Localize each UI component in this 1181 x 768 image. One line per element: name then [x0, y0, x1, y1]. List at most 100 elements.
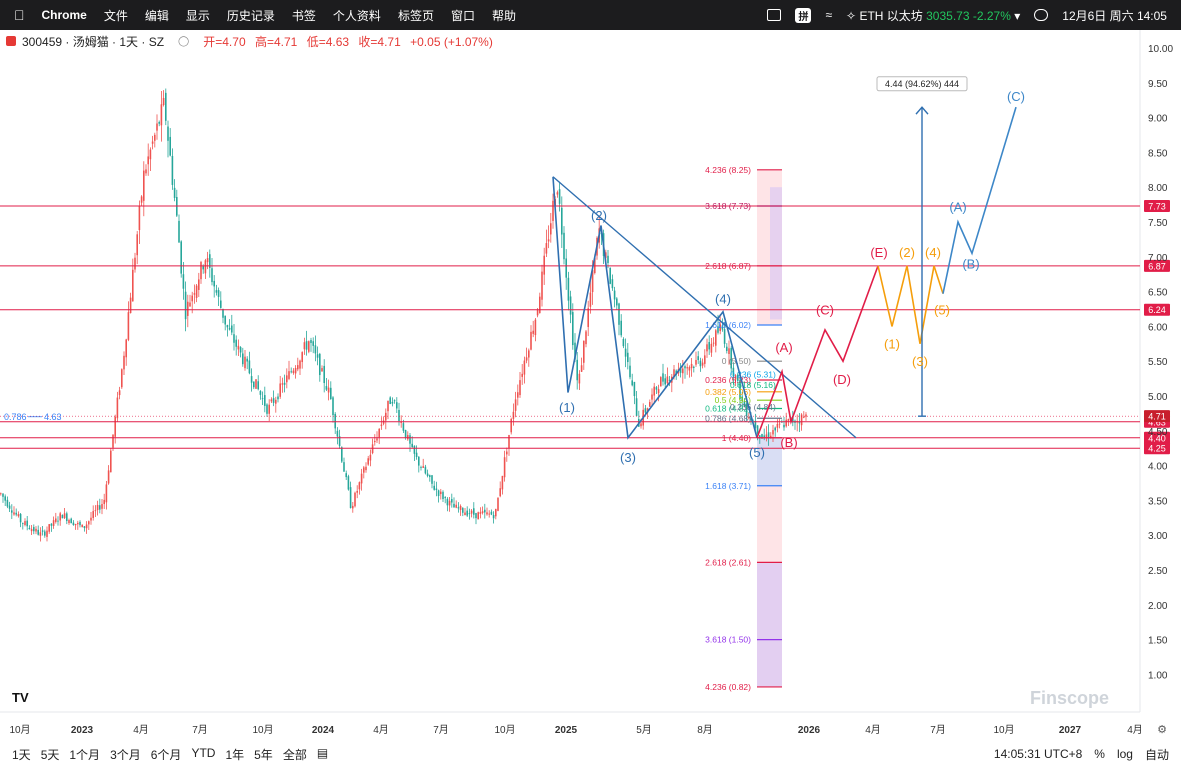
range-1m[interactable]: 1个月	[69, 747, 101, 762]
range-5y[interactable]: 5年	[254, 747, 273, 762]
candle-body	[396, 402, 398, 409]
candle-body	[697, 356, 699, 361]
eth-ticker[interactable]: ✧ ETH 以太坊 3035.73 -2.27% ▾	[846, 7, 1020, 24]
fib-level-label: 0.236 (5.23)	[705, 375, 751, 385]
menu-profile[interactable]: 个人资料	[322, 8, 381, 23]
control-center-icon[interactable]	[1034, 9, 1049, 21]
candle-body	[622, 338, 625, 347]
price-badge-label: 4.63	[1148, 417, 1166, 427]
candle-body	[721, 325, 724, 330]
menu-history[interactable]: 历史记录	[216, 8, 275, 23]
wave-label-e-red: (E)	[870, 245, 887, 260]
candle-body	[369, 454, 372, 461]
candle-body	[545, 243, 548, 254]
fib-band-blue	[757, 437, 782, 486]
candle-body	[158, 122, 160, 124]
candle-body	[611, 279, 614, 289]
candle-body	[343, 462, 345, 472]
candle-body	[633, 381, 636, 397]
candle-body	[259, 391, 262, 395]
left-fib-value: 4.63	[44, 412, 62, 422]
candle-body	[404, 429, 407, 438]
candle-body	[149, 149, 152, 160]
candle-body	[107, 470, 110, 484]
x-tick-label: 7月	[930, 724, 946, 736]
menu-tabs[interactable]: 标签页	[387, 8, 434, 23]
inner-fib-label: 0.236 (4.84)	[730, 402, 776, 412]
apple-icon[interactable]: 	[14, 7, 25, 23]
x-tick-label: 2025	[555, 725, 578, 736]
eth-price: 3035.73	[926, 8, 970, 23]
menu-window[interactable]: 窗口	[440, 8, 475, 23]
wifi-icon[interactable]: ≈	[825, 8, 833, 22]
candle-body	[151, 141, 154, 144]
candle-body	[673, 369, 675, 378]
price-badge-label: 6.87	[1148, 261, 1166, 271]
app-name[interactable]: Chrome	[31, 8, 87, 22]
candle-body	[341, 447, 343, 462]
candle-body	[723, 329, 726, 344]
candle-body	[413, 445, 416, 454]
range-ytd[interactable]: YTD	[191, 745, 216, 760]
candle-body	[519, 380, 521, 396]
candle-body	[605, 252, 607, 258]
clock-utc[interactable]: 14:05:31 UTC+8	[993, 747, 1083, 761]
price-chart[interactable]: 7.73 6.87 6.24 4.63 4.404.25 4.71 4.236 (8.25…	[0, 30, 1181, 740]
fib-level-label: 1.618 (6.02)	[705, 320, 751, 330]
fib-level-label: 0.618 (4.82)	[705, 404, 751, 414]
candle-body	[569, 296, 572, 315]
candle-body	[224, 315, 226, 325]
candle-body	[283, 382, 286, 385]
range-3m[interactable]: 3个月	[110, 747, 141, 762]
candle-body	[763, 435, 765, 437]
candle-body	[114, 416, 116, 437]
candle-body	[462, 508, 464, 513]
eth-label: ETH 以太坊	[859, 8, 923, 23]
candle-body	[587, 308, 589, 327]
x-tick-label: 10月	[252, 724, 273, 736]
y-tick-label: 9.50	[1148, 79, 1168, 90]
menu-file[interactable]: 文件	[93, 8, 128, 23]
calendar-icon[interactable]	[767, 9, 782, 21]
candle-body	[301, 352, 303, 363]
y-tick-label: 8.00	[1148, 183, 1168, 194]
candle-body	[473, 508, 475, 515]
clock[interactable]: 12月6日 周六 14:05	[1062, 8, 1167, 23]
candle-body	[701, 362, 704, 366]
percent-toggle[interactable]: %	[1094, 747, 1105, 761]
date-range-icon[interactable]: ▤	[316, 745, 329, 760]
range-5d[interactable]: 5天	[40, 747, 60, 762]
candle-body	[121, 369, 123, 388]
candle-body	[457, 507, 460, 509]
menu-view[interactable]: 显示	[175, 8, 210, 23]
range-1y[interactable]: 1年	[225, 747, 245, 762]
auto-toggle[interactable]: 自动	[1144, 747, 1169, 762]
more-dots-icon[interactable]: ◯	[178, 35, 190, 47]
fib-band-upper-violet	[770, 187, 782, 320]
symbol-title[interactable]: 300459 · 汤姆猫 · 1天 · SZ	[22, 34, 165, 49]
candle-body	[156, 123, 158, 131]
candle-body	[699, 360, 702, 367]
range-6m[interactable]: 6个月	[150, 747, 182, 762]
candle-body	[145, 169, 147, 174]
menu-bookmarks[interactable]: 书签	[281, 8, 316, 23]
candle-body	[767, 432, 770, 438]
y-tick-label: 9.00	[1148, 114, 1168, 125]
menu-edit[interactable]: 编辑	[134, 8, 169, 23]
candle-body	[774, 427, 776, 431]
input-method[interactable]: 拼	[795, 7, 812, 23]
range-1d[interactable]: 1天	[12, 747, 31, 762]
price-badge	[1144, 442, 1170, 455]
candle-body	[90, 517, 92, 521]
log-toggle[interactable]: log	[1116, 747, 1133, 761]
candle-body	[228, 327, 231, 330]
candle-body	[536, 309, 539, 316]
menu-help[interactable]: 帮助	[481, 8, 516, 23]
candle-body	[136, 234, 138, 256]
candle-body	[756, 425, 759, 434]
candle-body	[741, 396, 743, 402]
candle-body	[242, 353, 244, 365]
wave-label-a-blue: (A)	[949, 200, 966, 215]
candle-body	[222, 308, 224, 318]
range-all[interactable]: 全部	[282, 747, 307, 762]
